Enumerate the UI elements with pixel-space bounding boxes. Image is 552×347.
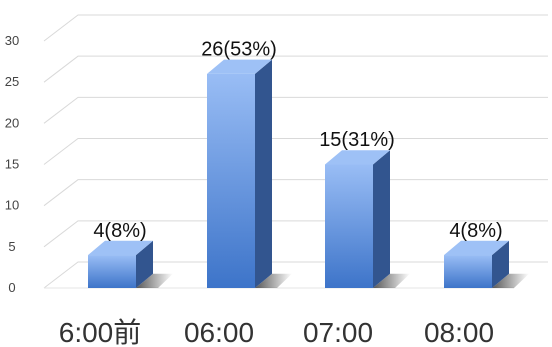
data-labels: 4(8%) 26(53%) 15(31%) 4(8%) [93, 39, 502, 242]
y-tick-label: 15 [5, 157, 19, 172]
y-tick-label: 20 [5, 115, 19, 130]
bar [444, 240, 529, 288]
bar-top [88, 240, 153, 256]
bar-front [88, 255, 136, 288]
bar [325, 150, 410, 288]
x-axis-category-labels: 6:00前 06:00 07:00 08:00 [59, 317, 494, 347]
gridline [43, 138, 548, 165]
gridline [43, 55, 548, 83]
bar-side [373, 150, 390, 288]
bar-side [492, 240, 509, 288]
bar-top [207, 59, 272, 74]
x-category-label: 07:00 [303, 317, 373, 347]
bar [88, 240, 173, 288]
x-category-label: 06:00 [184, 317, 254, 347]
bar-top [444, 240, 509, 256]
y-tick-label: 10 [5, 198, 19, 213]
bar-front [325, 164, 373, 288]
data-label: 15(31%) [319, 129, 395, 151]
gridline [43, 14, 548, 42]
bar [207, 59, 292, 289]
grid-lines [43, 14, 548, 289]
bar-shadow [255, 273, 292, 288]
x-category-label: 6:00前 [59, 317, 142, 347]
bar-shadow [373, 273, 410, 288]
bar-shadow [136, 273, 173, 288]
bar-front [207, 73, 255, 288]
bar-top [325, 150, 390, 165]
y-axis-tick-labels: 0 5 10 15 20 25 30 [5, 33, 19, 295]
bar-shadow [492, 273, 529, 288]
y-tick-label: 30 [5, 33, 19, 48]
gridline [43, 220, 548, 248]
y-tick-label: 25 [5, 74, 19, 89]
gridline [43, 96, 548, 124]
bars [88, 59, 529, 289]
data-label: 4(8%) [93, 220, 146, 242]
data-label: 26(53%) [201, 39, 277, 61]
bar-side [255, 59, 272, 289]
gridline [43, 261, 548, 289]
data-label: 4(8%) [449, 220, 502, 242]
x-category-label: 08:00 [424, 317, 494, 347]
y-tick-label: 5 [8, 239, 15, 254]
gridline [43, 179, 548, 207]
bar-side [136, 240, 153, 288]
y-tick-label: 0 [8, 280, 15, 295]
bar-front [444, 255, 492, 288]
